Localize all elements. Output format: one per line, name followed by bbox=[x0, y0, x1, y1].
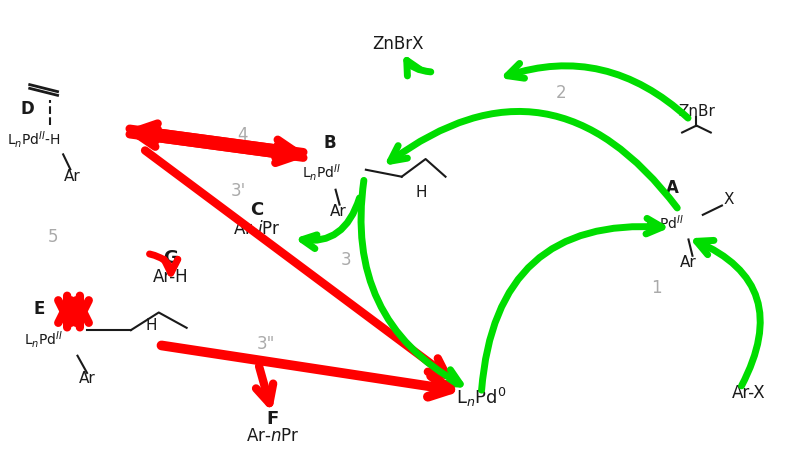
Text: ZnBrX: ZnBrX bbox=[372, 35, 423, 53]
Text: H: H bbox=[416, 186, 427, 200]
Text: 5: 5 bbox=[47, 228, 58, 246]
Text: Ar: Ar bbox=[330, 204, 346, 219]
Text: 1: 1 bbox=[651, 279, 662, 297]
Text: $\mathbf{G}$: $\mathbf{G}$ bbox=[163, 249, 178, 267]
Text: $\mathbf{A}$: $\mathbf{A}$ bbox=[665, 179, 680, 197]
Text: L$_n$Pd$^{II}$: L$_n$Pd$^{II}$ bbox=[302, 161, 342, 183]
Text: H: H bbox=[145, 318, 157, 333]
Text: $\mathbf{F}$: $\mathbf{F}$ bbox=[266, 410, 279, 427]
Text: Ar-X: Ar-X bbox=[731, 384, 765, 402]
Text: 3': 3' bbox=[230, 182, 246, 199]
Text: $\mathbf{D}$: $\mathbf{D}$ bbox=[20, 100, 34, 118]
Text: 4: 4 bbox=[237, 126, 248, 144]
Text: L$_n$Pd$^0$: L$_n$Pd$^0$ bbox=[456, 386, 506, 409]
Text: ZnBr: ZnBr bbox=[678, 104, 715, 119]
Text: X: X bbox=[723, 192, 734, 206]
Text: L$_n$Pd$^{II}$-H: L$_n$Pd$^{II}$-H bbox=[6, 129, 61, 150]
Text: Ar: Ar bbox=[78, 372, 95, 386]
Text: $\mathbf{B}$: $\mathbf{B}$ bbox=[323, 134, 337, 152]
Text: Ar-$i$Pr: Ar-$i$Pr bbox=[233, 220, 281, 238]
Text: 2: 2 bbox=[556, 84, 566, 102]
Text: 3": 3" bbox=[257, 335, 275, 353]
Text: Ar: Ar bbox=[63, 169, 80, 184]
Text: L$_n$Pd$^{II}$: L$_n$Pd$^{II}$ bbox=[645, 213, 684, 234]
Text: Ar-H: Ar-H bbox=[153, 268, 189, 286]
Text: L$_n$Pd$^{II}$: L$_n$Pd$^{II}$ bbox=[24, 329, 63, 350]
Text: 3: 3 bbox=[341, 252, 351, 269]
Text: Ar: Ar bbox=[680, 255, 697, 270]
Text: $\mathbf{C}$: $\mathbf{C}$ bbox=[250, 201, 264, 219]
Text: Ar-$n$Pr: Ar-$n$Pr bbox=[246, 427, 299, 445]
Text: $\mathbf{E}$: $\mathbf{E}$ bbox=[33, 300, 46, 318]
